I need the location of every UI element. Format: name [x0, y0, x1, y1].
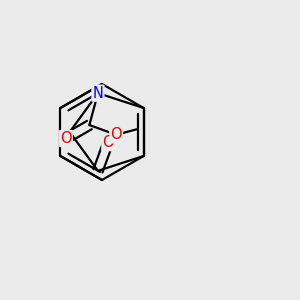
Text: O: O: [60, 131, 72, 146]
Text: O: O: [110, 127, 122, 142]
Text: N: N: [92, 86, 104, 101]
Text: O: O: [102, 135, 114, 150]
